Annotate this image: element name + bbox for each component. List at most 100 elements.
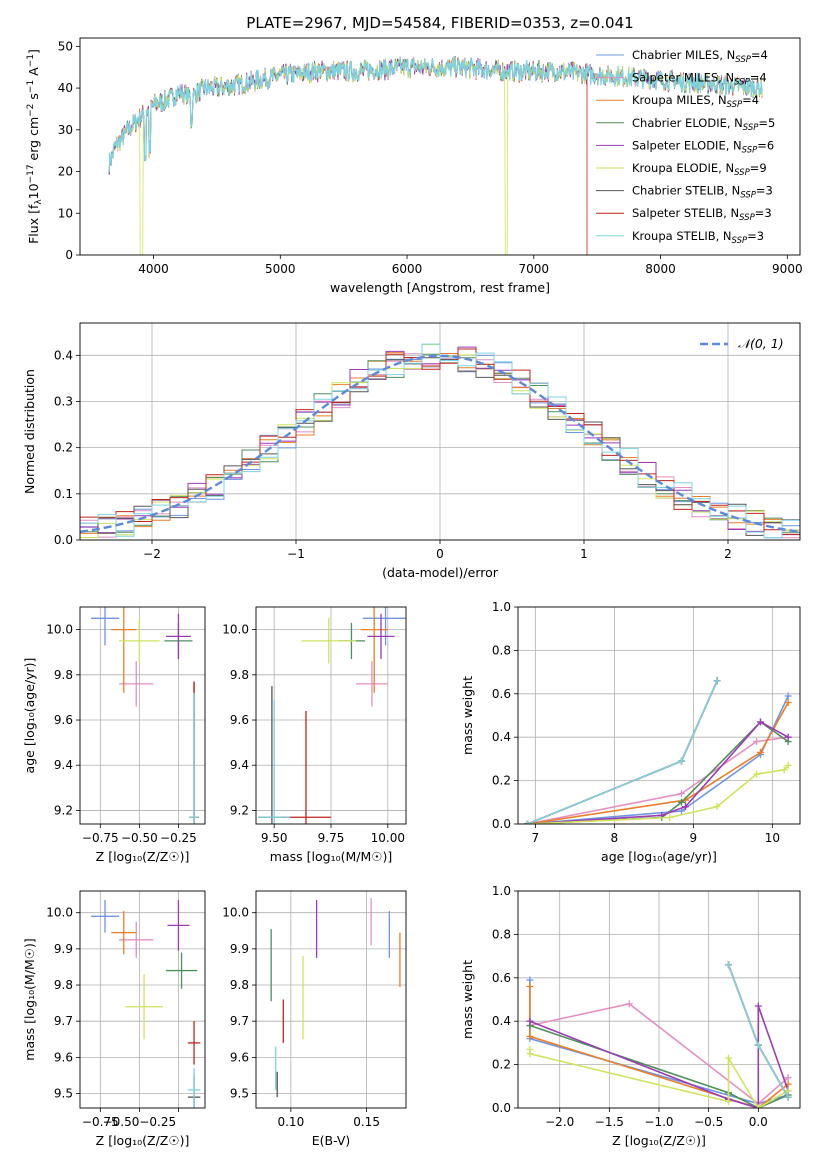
legend-entry: Salpeter MILES, NSSP=4	[632, 71, 767, 88]
y-axis-label-part: A	[26, 67, 41, 80]
plot-area	[90, 900, 201, 1108]
series-point	[713, 803, 721, 811]
series-point	[526, 1017, 534, 1025]
y-tick-label: 9.9	[230, 942, 249, 956]
axes-residuals: −2 −1 0 1 2 0.0 0.1 0.2 0.3 0.4 (data-model)/error…	[22, 322, 801, 580]
x-tick-label: 5000	[265, 262, 296, 276]
y-tick-label: 9.6	[54, 713, 73, 727]
x-tick-label: 7	[532, 831, 540, 845]
y-axis-label: Flux [fλ10−17 erg cm−2 s−1 A−1]	[26, 49, 44, 244]
series-point	[526, 982, 534, 990]
legend-sub: SSP	[734, 168, 750, 178]
axes-frame	[79, 37, 801, 256]
axes-frame	[255, 890, 407, 1109]
y-tick-label: 9.8	[54, 668, 73, 682]
legend-text: Chabrier MILES, N	[632, 48, 735, 62]
y-tick-label: 9.5	[230, 1087, 249, 1101]
legend-entry: Kroupa MILES, NSSP=4	[632, 93, 759, 110]
grid	[80, 607, 205, 824]
series-point	[754, 1002, 762, 1010]
axes-mass-vs-Z: −0.75−0.50−0.25 9.5 9.6 9.7 9.8 9.9 10.0 Z [log…	[22, 890, 206, 1148]
legend-suffix: =5	[758, 116, 775, 130]
y-axis-label-part: s	[26, 93, 41, 104]
y-tick-label: 9.7	[230, 1014, 249, 1028]
y-axis-label-part: ]	[26, 49, 41, 54]
series-point	[784, 698, 792, 706]
series-point	[678, 790, 686, 798]
x-tick-label: 2	[724, 547, 732, 561]
y-tick-label: 0.3	[54, 394, 73, 408]
x-axis-label: mass [log₁₀(M/M☉)]	[270, 849, 392, 864]
y-tick-label: 0.4	[492, 730, 511, 744]
series-point	[678, 798, 686, 806]
x-tick-label: 1	[580, 547, 588, 561]
legend-text: Kroupa MILES, N	[632, 93, 727, 107]
y-tick-label: 10.0	[46, 906, 73, 920]
series-point	[757, 718, 765, 726]
series-point	[725, 961, 733, 969]
series-point	[754, 1104, 762, 1108]
x-axis-label: wavelength [Angstrom, rest frame]	[330, 280, 550, 295]
x-axis-label: Z [log₁₀(Z/Z☉)]	[96, 849, 190, 864]
x-axis-label: E(B-V)	[312, 1133, 351, 1148]
plot-area	[80, 343, 800, 540]
legend-suffix: =3	[755, 206, 772, 220]
y-tick-label: 10	[58, 206, 73, 220]
y-tick-label: 1.0	[492, 884, 511, 898]
legend-sub: SSP	[734, 78, 750, 88]
x-tick-label: −0.75	[82, 1115, 119, 1129]
legend-text: Salpeter STELIB, N	[632, 206, 739, 220]
x-tick-label: 0.0	[749, 1115, 768, 1129]
x-axis-label: Z [log₁₀(Z/Z☉)]	[96, 1133, 190, 1148]
y-axis-label-part: Flux [f	[26, 204, 41, 244]
legend-sub: SSP	[739, 213, 755, 223]
y-tick-label: 9.2	[230, 803, 249, 817]
legend-text: Chabrier STELIB, N	[632, 184, 740, 198]
y-tick-label: 9.7	[54, 1014, 73, 1028]
normal-reference-curve	[80, 354, 800, 534]
series-point	[625, 1000, 633, 1008]
series-point	[753, 738, 761, 746]
legend-text: Kroupa ELODIE, N	[632, 161, 734, 175]
grid	[518, 606, 800, 825]
y-tick-label: 20	[58, 165, 73, 179]
series-point	[784, 1074, 792, 1082]
x-tick-label: 7000	[519, 262, 550, 276]
legend-text: Salpeter ELODIE, N	[632, 138, 742, 152]
legend-suffix: =3	[756, 184, 773, 198]
x-tick-label: −0.50	[121, 831, 158, 845]
legend-entry: Salpeter ELODIE, NSSP=6	[632, 138, 774, 155]
legend-sub: SSP	[735, 55, 751, 65]
x-tick-label: −0.50−0.25	[103, 1115, 177, 1129]
x-tick-label: 10.00	[371, 831, 405, 845]
series-point	[526, 976, 534, 984]
grid	[256, 891, 406, 1108]
legend-suffix: =4	[742, 93, 759, 107]
plot-area	[526, 961, 792, 1108]
series-line-1	[529, 1002, 789, 1105]
legend-entry: 𝒩(0, 1)	[738, 336, 784, 351]
x-tick-label: 0.15	[353, 1115, 380, 1129]
spectrum-line-7	[108, 57, 588, 255]
y-tick-label: 9.4	[54, 758, 73, 772]
series-point	[784, 733, 792, 741]
legend-suffix: =6	[757, 138, 774, 152]
plot-area	[90, 607, 199, 824]
legend-entry: Chabrier ELODIE, NSSP=5	[632, 116, 775, 133]
series-point	[725, 1097, 733, 1105]
y-tick-label: 0.0	[492, 817, 511, 831]
axes-frame	[517, 606, 801, 825]
spectrum-line-8	[108, 56, 763, 173]
y-tick-label: 0.1	[54, 487, 73, 501]
y-axis-label-part: −1	[26, 80, 36, 93]
y-tick-label: 9.4	[230, 758, 249, 772]
series-point	[681, 803, 689, 811]
y-axis-label: Normed distribution	[22, 369, 37, 494]
plot-area	[270, 898, 401, 1098]
y-axis-label-part: 10	[26, 183, 41, 199]
legend-entry: Salpeter STELIB, NSSP=3	[632, 206, 772, 223]
x-tick-label: −2.0	[545, 1115, 574, 1129]
axes-age-vs-Z: −0.75 −0.50 −0.25 9.2 9.4 9.6 9.8 10.0 Z [log₁₀(…	[22, 606, 206, 864]
axes-frame	[517, 890, 801, 1109]
